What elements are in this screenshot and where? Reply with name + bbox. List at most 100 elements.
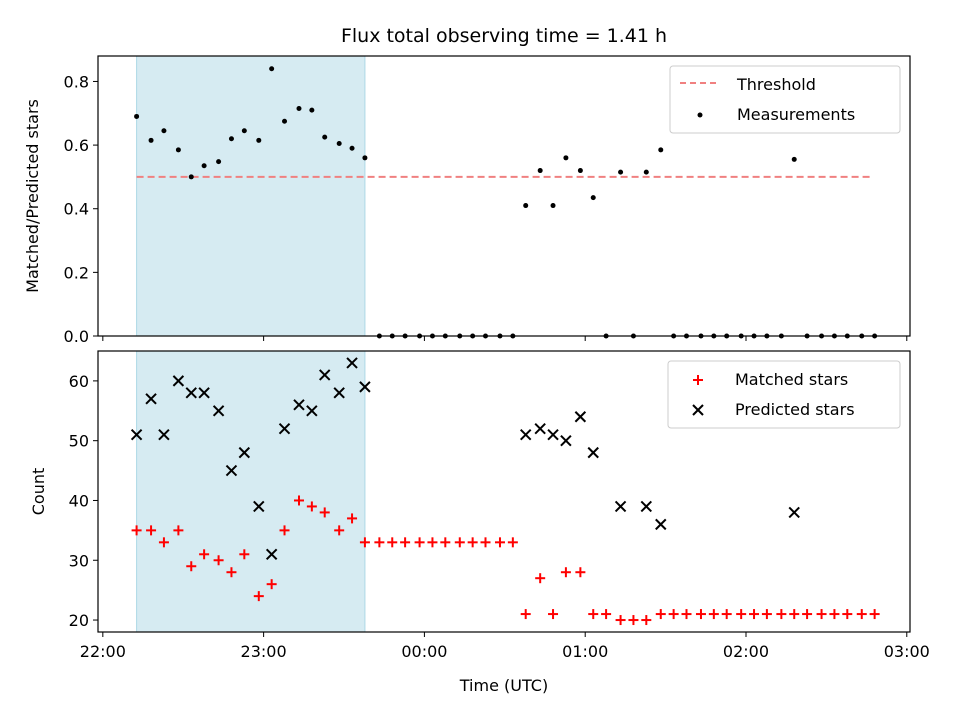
matched-star-point: [173, 525, 184, 536]
measurement-point: [349, 145, 355, 151]
x-axis-label: Time (UTC): [459, 676, 548, 695]
measurement-point: [550, 203, 556, 209]
x-tick-label: 23:00: [241, 642, 287, 661]
predicted-star-stroke-b: [158, 428, 170, 441]
predicted-star-stroke-b: [278, 423, 291, 435]
predicted-star-point: [534, 423, 546, 435]
predicted-star-stroke-b: [534, 423, 546, 435]
matched-star-point: [668, 609, 679, 620]
matched-star-point: [400, 537, 411, 548]
matched-star-point: [239, 549, 250, 560]
matched-star-point: [802, 609, 813, 620]
predicted-star-point: [293, 399, 305, 411]
predicted-star-stroke-b: [346, 357, 358, 369]
matched-star-point: [279, 525, 290, 536]
measurement-point: [658, 147, 664, 153]
top-y-tick-label: 0.0: [64, 327, 89, 346]
measurement-point: [256, 137, 262, 143]
matched-star-point: [440, 537, 451, 548]
predicted-star-point: [319, 369, 331, 381]
predicted-star-point: [519, 428, 532, 441]
matched-star-point: [507, 537, 518, 548]
predicted-star-point: [278, 423, 291, 435]
matched-star-point: [749, 609, 760, 620]
legend-matched-swatch: [693, 375, 703, 385]
matched-star-point: [334, 525, 345, 536]
matched-star-point: [480, 537, 491, 548]
matched-star-point: [347, 513, 358, 524]
measurement-point: [309, 107, 315, 113]
matched-star-point: [293, 495, 304, 506]
bottom-y-tick-label: 20: [69, 611, 89, 630]
measurement-point: [201, 163, 207, 169]
predicted-star-point: [212, 405, 225, 417]
predicted-star-point: [560, 434, 572, 447]
top-y-tick-label: 0.2: [64, 263, 89, 282]
predicted-star-point: [587, 446, 599, 459]
measurement-point: [563, 155, 569, 161]
predicted-star-stroke-b: [574, 411, 587, 423]
measurement-point: [216, 159, 222, 165]
matched-star-point: [427, 537, 438, 548]
bottom-legend: Matched stars Predicted stars: [667, 360, 901, 429]
measurement-point: [148, 137, 154, 143]
matched-star-point: [131, 525, 142, 536]
top-y-axis-label: Matched/Predicted stars: [23, 99, 42, 293]
predicted-star-stroke-b: [560, 434, 572, 447]
matched-star-point: [615, 615, 626, 626]
measurement-point: [537, 168, 543, 174]
measurement-point: [618, 169, 624, 175]
predicted-star-stroke-b: [333, 387, 345, 399]
matched-star-point: [789, 609, 800, 620]
predicted-star-stroke-b: [306, 405, 318, 417]
matched-star-point: [467, 537, 478, 548]
measurement-point: [590, 195, 596, 201]
matched-star-point: [601, 609, 612, 620]
top-axes-frame: [97, 55, 911, 337]
bottom-y-axis-label: Count: [29, 468, 48, 516]
matched-star-point: [535, 573, 546, 584]
top-panel: 0.0 0.2 0.4 0.6 0.8: [64, 55, 911, 346]
predicted-star-stroke-b: [519, 428, 532, 441]
predicted-star-point: [145, 393, 157, 405]
matched-star-point: [721, 609, 732, 620]
top-legend: Threshold Measurements: [669, 65, 901, 134]
measurement-point: [228, 136, 234, 142]
matched-star-point: [695, 609, 706, 620]
bottom-y-tick-label: 60: [69, 372, 89, 391]
predicted-star-point: [130, 428, 143, 441]
predicted-star-point: [198, 387, 210, 399]
measurement-point: [175, 147, 181, 153]
predicted-star-stroke-b: [547, 428, 559, 441]
matched-star-point: [226, 567, 237, 578]
matched-star-point: [681, 609, 692, 620]
top-y-tick-label: 0.6: [64, 136, 89, 155]
measurement-point: [791, 156, 797, 162]
predicted-star-point: [547, 428, 559, 441]
predicted-star-point: [306, 405, 318, 417]
matched-star-point: [588, 609, 599, 620]
measurement-point: [188, 174, 194, 180]
matched-star-point: [253, 591, 264, 602]
matched-star-point: [186, 561, 197, 572]
matched-star-point: [319, 507, 330, 518]
predicted-star-stroke-b: [788, 506, 800, 519]
matched-star-point: [776, 609, 787, 620]
matched-star-point: [856, 609, 867, 620]
measurement-point: [336, 141, 342, 146]
x-tick-label: 01:00: [562, 642, 608, 661]
predicted-star-point: [253, 500, 265, 513]
chart-title: Flux total observing time = 1.41 h: [341, 25, 667, 47]
legend-measurements-swatch: [697, 112, 703, 118]
matched-star-point: [560, 567, 571, 578]
measurement-point: [523, 203, 529, 209]
predicted-star-stroke-b: [238, 446, 251, 459]
x-tick-label: 00:00: [401, 642, 447, 661]
predicted-star-stroke-b: [185, 387, 197, 399]
x-tick-label: 03:00: [884, 642, 930, 661]
matched-star-point: [548, 609, 559, 620]
predicted-star-stroke-b: [587, 446, 599, 459]
bottom-legend-box: [667, 360, 901, 429]
measurement-point: [161, 128, 167, 134]
matched-star-point: [199, 549, 210, 560]
